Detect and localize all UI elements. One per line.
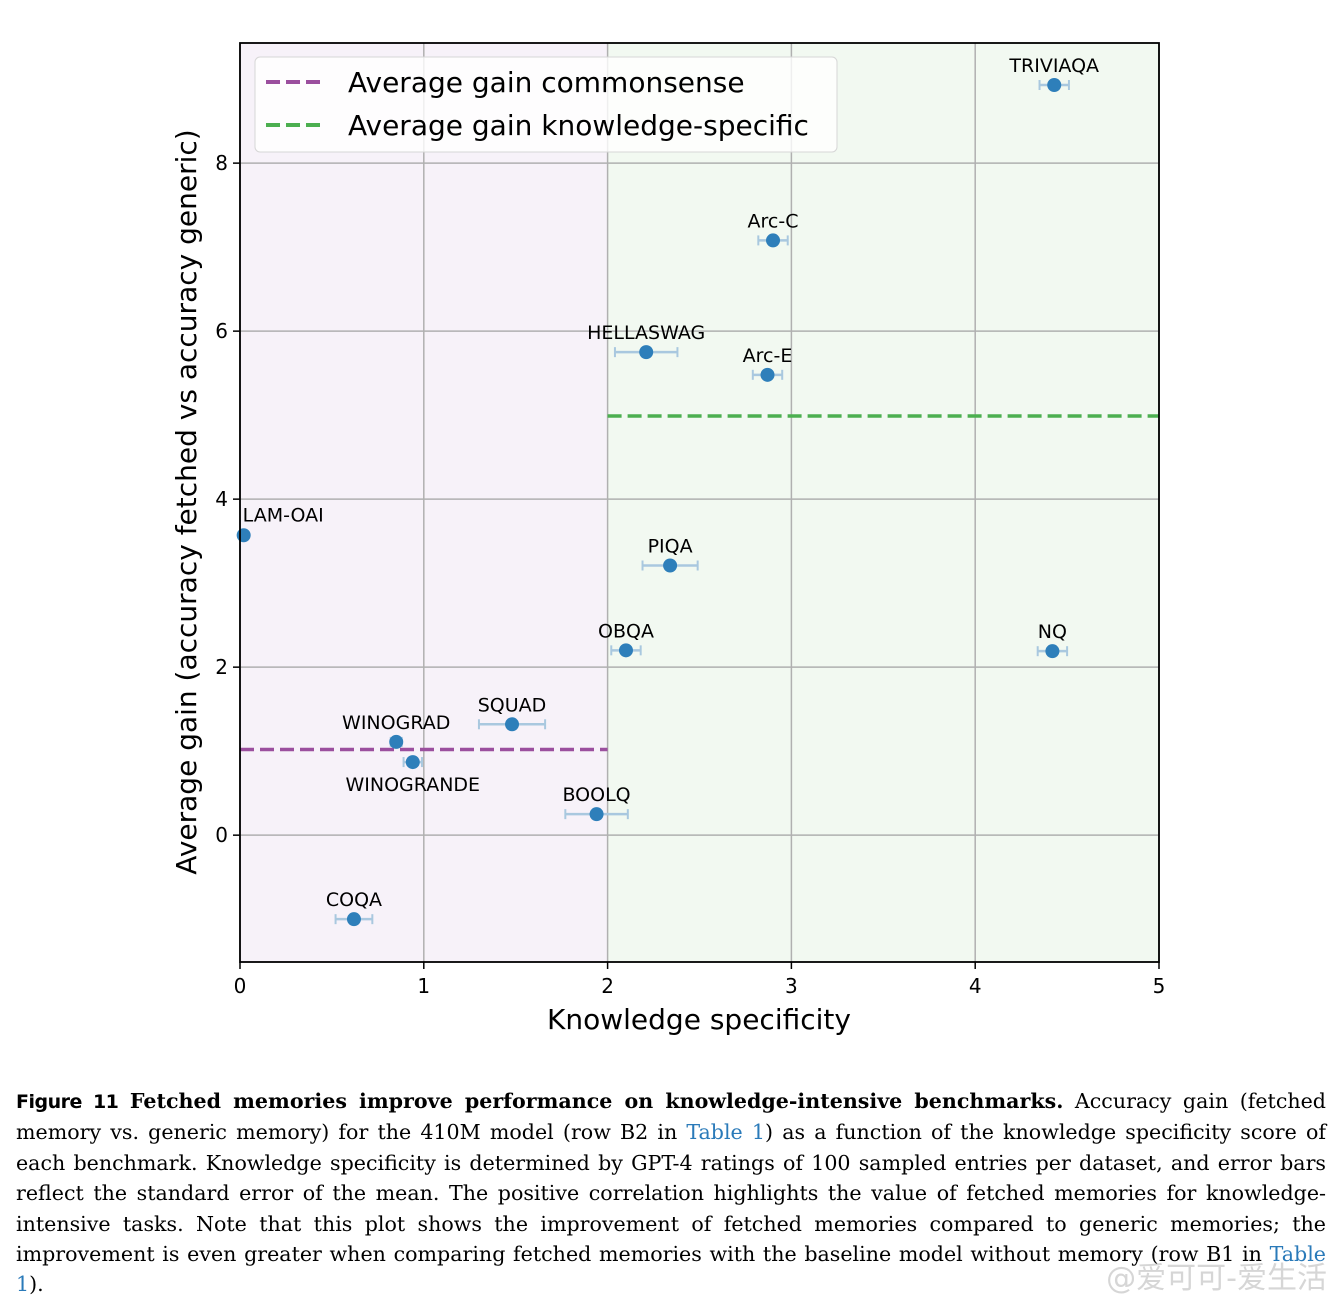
legend-label-commonsense: Average gain commonsense — [348, 66, 745, 99]
legend-box — [254, 56, 838, 153]
data-point-label: COQA — [326, 889, 382, 911]
data-point-group: OBQA — [598, 620, 654, 658]
data-point-group: COQA — [326, 889, 382, 927]
data-point-label: HELLASWAG — [587, 322, 705, 344]
data-point-label: WINOGRAD — [342, 712, 450, 734]
x-tick-label: 1 — [417, 974, 430, 998]
data-point — [589, 807, 604, 822]
x-axis-title: Knowledge specificity — [547, 1003, 851, 1036]
x-tick-label: 0 — [234, 974, 247, 998]
data-point-group: HELLASWAG — [587, 322, 705, 360]
caption-text: ) as a function of the knowledge specifi… — [16, 1120, 1326, 1267]
plot-frame — [239, 42, 1160, 963]
x-tick-label: 2 — [601, 974, 614, 998]
x-tick-label: 3 — [785, 974, 798, 998]
data-point — [663, 558, 678, 573]
data-point — [405, 755, 420, 770]
figure-title: Fetched memories improve performance on … — [129, 1089, 1064, 1113]
data-point-group: WINOGRANDE — [345, 755, 480, 796]
data-point-group: WINOGRAD — [342, 712, 450, 749]
caption-text: Accuracy gain (fetched memory vs. generi… — [16, 1089, 1326, 1145]
data-point-group: Arc-C — [748, 210, 799, 248]
data-point-group: PIQA — [641, 536, 699, 573]
data-point-label: SQUAD — [478, 694, 547, 716]
table-reference-link[interactable]: Table 1 — [686, 1120, 766, 1145]
caption-text: ). — [29, 1272, 44, 1297]
y-tick-label: 2 — [215, 655, 228, 679]
data-point-label: Arc-E — [743, 345, 793, 367]
figure-number: Figure 11 — [16, 1091, 119, 1113]
region-knowledge-specific — [607, 43, 1159, 962]
data-point-label: LAM-OAI — [243, 504, 324, 526]
y-tick-label: 8 — [215, 151, 228, 175]
data-point — [346, 912, 361, 927]
data-point — [1045, 644, 1060, 659]
table-reference-link[interactable]: Table 1 — [16, 1242, 1326, 1297]
data-point-group: TRIVIAQA — [1008, 55, 1099, 93]
x-tick-label: 5 — [1153, 974, 1166, 998]
legend: Average gain commonsense Average gain kn… — [254, 56, 838, 153]
figure-caption: Figure 11 Fetched memories improve perfo… — [16, 1086, 1326, 1300]
watermark: @爱可可-爱生活 — [1106, 1261, 1327, 1296]
data-point-group: NQ — [1036, 621, 1069, 659]
data-point-label: PIQA — [648, 536, 693, 558]
data-point — [236, 528, 251, 543]
data-point — [766, 233, 781, 248]
data-point — [639, 345, 654, 360]
y-tick-label: 6 — [215, 319, 228, 343]
data-point-group: BOOLQ — [562, 784, 631, 822]
data-point — [505, 717, 520, 732]
data-point-group: SQUAD — [478, 694, 547, 732]
data-point-label: BOOLQ — [562, 784, 630, 806]
data-point — [389, 734, 404, 749]
data-point — [618, 643, 633, 658]
data-point-label: OBQA — [598, 620, 654, 642]
data-point-group: Arc-E — [743, 345, 793, 382]
y-tick-label: 4 — [215, 487, 228, 511]
legend-label-knowledge-specific: Average gain knowledge-specific — [348, 109, 809, 142]
y-tick-label: 0 — [215, 823, 228, 847]
data-point — [760, 367, 775, 382]
data-point-label: TRIVIAQA — [1008, 55, 1099, 77]
data-point-label: NQ — [1038, 621, 1067, 643]
y-axis-title: Average gain (accuracy fetched vs accura… — [170, 129, 203, 874]
data-point-label: Arc-C — [748, 210, 799, 232]
data-point — [1047, 78, 1062, 93]
data-point-label: WINOGRANDE — [345, 774, 480, 796]
scatter-chart: TRIVIAQA Arc-C HELLASWAG Arc-E LAM-OAI PIQA OB… — [170, 42, 1166, 1036]
x-tick-label: 4 — [969, 974, 982, 998]
